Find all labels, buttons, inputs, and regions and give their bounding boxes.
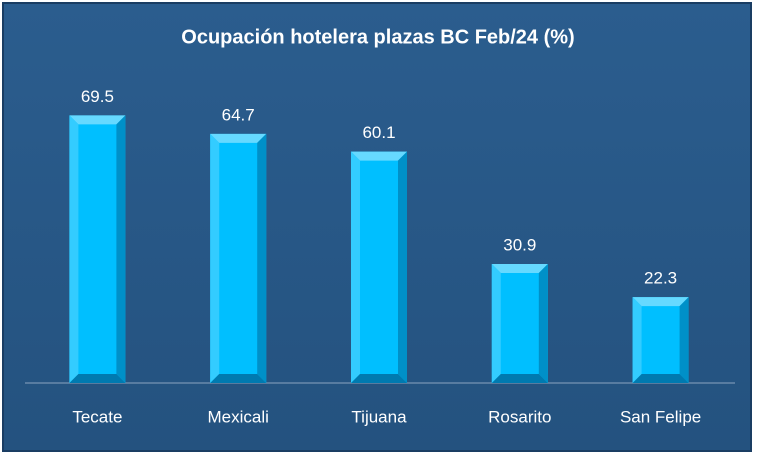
bar [351, 151, 407, 383]
bar-bevel [210, 133, 267, 143]
bar-bevel [210, 133, 220, 383]
bar-bevel [538, 264, 548, 383]
x-tick-label: Rosarito [488, 407, 551, 426]
bar [210, 133, 267, 383]
bar-bevel [491, 264, 548, 274]
bar [632, 297, 689, 383]
bar-bevel [632, 297, 689, 307]
bar-bevel [679, 297, 689, 383]
bar-bevel [257, 133, 267, 383]
x-tick-label: San Felipe [620, 407, 701, 426]
bar-bevel [398, 151, 407, 383]
bar-bevel [491, 374, 548, 383]
value-label: 64.7 [222, 105, 255, 124]
x-tick-label: Tecate [72, 407, 122, 426]
value-label: 22.3 [644, 269, 677, 288]
bar-bevel [351, 151, 407, 161]
bar-bevel [632, 374, 689, 383]
chart-title: Ocupación hotelera plazas BC Feb/24 (%) [181, 26, 574, 48]
value-label: 69.5 [81, 87, 114, 106]
bar-bevel [116, 115, 126, 384]
bar-bevel [351, 151, 360, 383]
bar-bevel [210, 374, 267, 383]
value-label: 60.1 [362, 123, 395, 142]
bar-bevel [69, 374, 126, 383]
x-tick-label: Mexicali [207, 407, 268, 426]
bar-bevel [632, 297, 642, 383]
bar-bevel [351, 374, 407, 383]
bar [491, 264, 548, 383]
bar [69, 115, 126, 384]
bar-bevel [69, 115, 126, 125]
bar-bevel [69, 115, 79, 384]
bar-bevel [491, 264, 501, 383]
value-label: 30.9 [503, 236, 536, 255]
x-tick-label: Tijuana [351, 407, 407, 426]
